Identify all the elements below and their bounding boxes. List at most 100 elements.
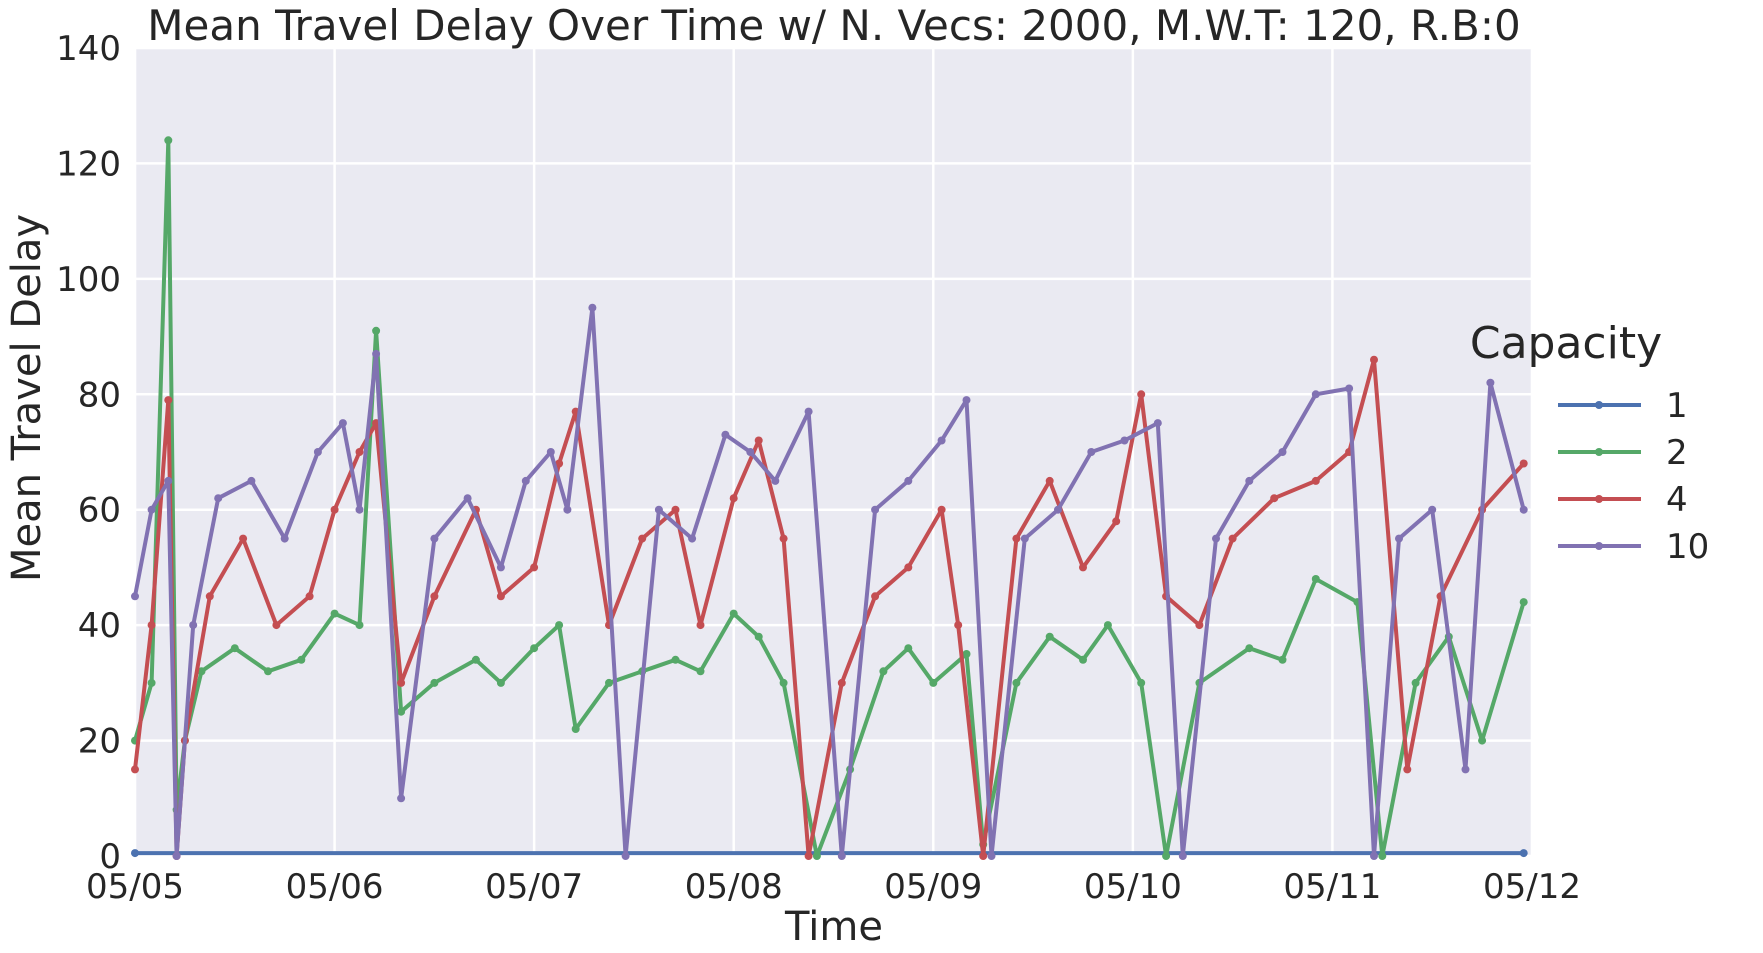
series-10-point	[1278, 448, 1287, 456]
series-2-point	[430, 678, 439, 687]
series-4-point	[430, 592, 439, 601]
series-10-point	[1519, 505, 1528, 514]
series-10-point	[521, 476, 530, 485]
series-10-point	[1311, 390, 1320, 399]
series-4-point	[1403, 765, 1412, 774]
x-tick-label: 05/11	[1283, 867, 1381, 907]
series-10-point	[654, 505, 663, 514]
series-2-point	[530, 644, 539, 653]
series-10-point	[313, 448, 322, 456]
series-4-point	[937, 505, 946, 514]
series-10-point	[1245, 476, 1254, 485]
series-2-point	[1411, 678, 1420, 687]
series-10-point	[1020, 534, 1029, 543]
series-10-point	[1178, 852, 1187, 860]
series-4-point	[638, 534, 647, 543]
series-10-point	[621, 852, 630, 860]
series-10-point	[1370, 852, 1378, 860]
legend: Capacity 1 2 4 10	[1470, 318, 1709, 567]
series-10-point	[164, 476, 173, 485]
series-2-point	[1378, 852, 1387, 860]
series-10-point	[338, 419, 347, 428]
series-2-point	[571, 725, 580, 733]
series-4-point	[330, 505, 339, 514]
series-4-point	[871, 592, 880, 601]
series-2-point	[1103, 621, 1112, 630]
legend-marker-2	[1595, 448, 1603, 456]
series-2-point	[1045, 632, 1054, 641]
series-2-point	[1245, 644, 1254, 653]
series-4-point	[671, 505, 680, 514]
legend-marker-4	[1595, 495, 1603, 503]
series-2-point	[1519, 598, 1528, 607]
x-tick-label: 05/07	[485, 867, 583, 907]
series-2-point	[779, 678, 788, 687]
y-tick-label: 20	[78, 722, 121, 762]
series-10-point	[904, 476, 913, 485]
series-4-point	[131, 765, 139, 774]
y-tick-label: 100	[56, 260, 121, 300]
series-4-point	[979, 852, 988, 860]
x-tick-label: 05/12	[1483, 867, 1581, 907]
series-10-point	[397, 794, 406, 803]
series-2-point	[1311, 575, 1320, 583]
series-10-point	[1120, 436, 1129, 445]
legend-marker-10	[1595, 542, 1603, 550]
series-2-point	[962, 650, 971, 658]
series-4-point	[837, 678, 846, 687]
tick-labels: 05/05 05/06 05/07 05/08 05/09 05/10 05/11 05/12…	[56, 29, 1581, 907]
series-10-point	[463, 494, 472, 503]
series-4-point	[305, 592, 314, 601]
legend-title: Capacity	[1470, 318, 1662, 369]
legend-label-2: 2	[1666, 433, 1688, 473]
series-4-point	[1079, 563, 1087, 572]
series-10-point	[496, 563, 505, 572]
series-4-point	[696, 621, 705, 630]
series-4-point	[1137, 390, 1146, 399]
series-layer	[131, 136, 1528, 860]
series-10-point	[1212, 534, 1220, 543]
series-10-point	[1428, 505, 1437, 514]
series-10-point	[588, 303, 597, 312]
series-2-point	[397, 707, 406, 716]
y-tick-label: 40	[78, 606, 121, 646]
series-4-point	[147, 621, 156, 630]
series-1-point	[1519, 849, 1528, 858]
series-10-point	[355, 505, 364, 514]
series-10-point	[1461, 765, 1470, 774]
series-4-point	[1519, 459, 1528, 468]
series-2-point	[605, 678, 613, 687]
series-2-point	[729, 609, 738, 618]
series-10-point	[804, 407, 813, 416]
series-2-point	[929, 678, 938, 687]
legend-label-10: 10	[1666, 527, 1709, 567]
series-10-point	[688, 534, 697, 543]
series-10-point	[962, 396, 971, 405]
series-4-point	[496, 592, 505, 601]
series-4-point	[530, 563, 539, 572]
series-10-point	[563, 505, 572, 514]
series-10-point	[172, 852, 181, 860]
series-10-point	[147, 505, 156, 514]
series-2-point	[1162, 852, 1171, 860]
series-10-point	[1054, 505, 1062, 514]
series-2-point	[879, 667, 888, 676]
series-2-point	[147, 678, 156, 687]
series-10-point	[746, 448, 755, 456]
series-2-point	[355, 621, 364, 630]
series-4-point	[779, 534, 788, 543]
series-10-point	[372, 349, 381, 358]
series-4-point	[205, 592, 214, 601]
series-4-point	[804, 852, 813, 860]
series-2-point	[555, 621, 564, 630]
series-10-point	[721, 430, 730, 439]
series-10-point	[871, 505, 880, 514]
series-1-point	[131, 849, 139, 858]
series-4-point	[272, 621, 281, 630]
series-10-point	[1486, 378, 1495, 387]
series-4-point	[904, 563, 913, 572]
series-4-point	[1370, 355, 1378, 364]
series-10-point	[1153, 419, 1162, 428]
x-axis-title: Time	[784, 904, 883, 950]
